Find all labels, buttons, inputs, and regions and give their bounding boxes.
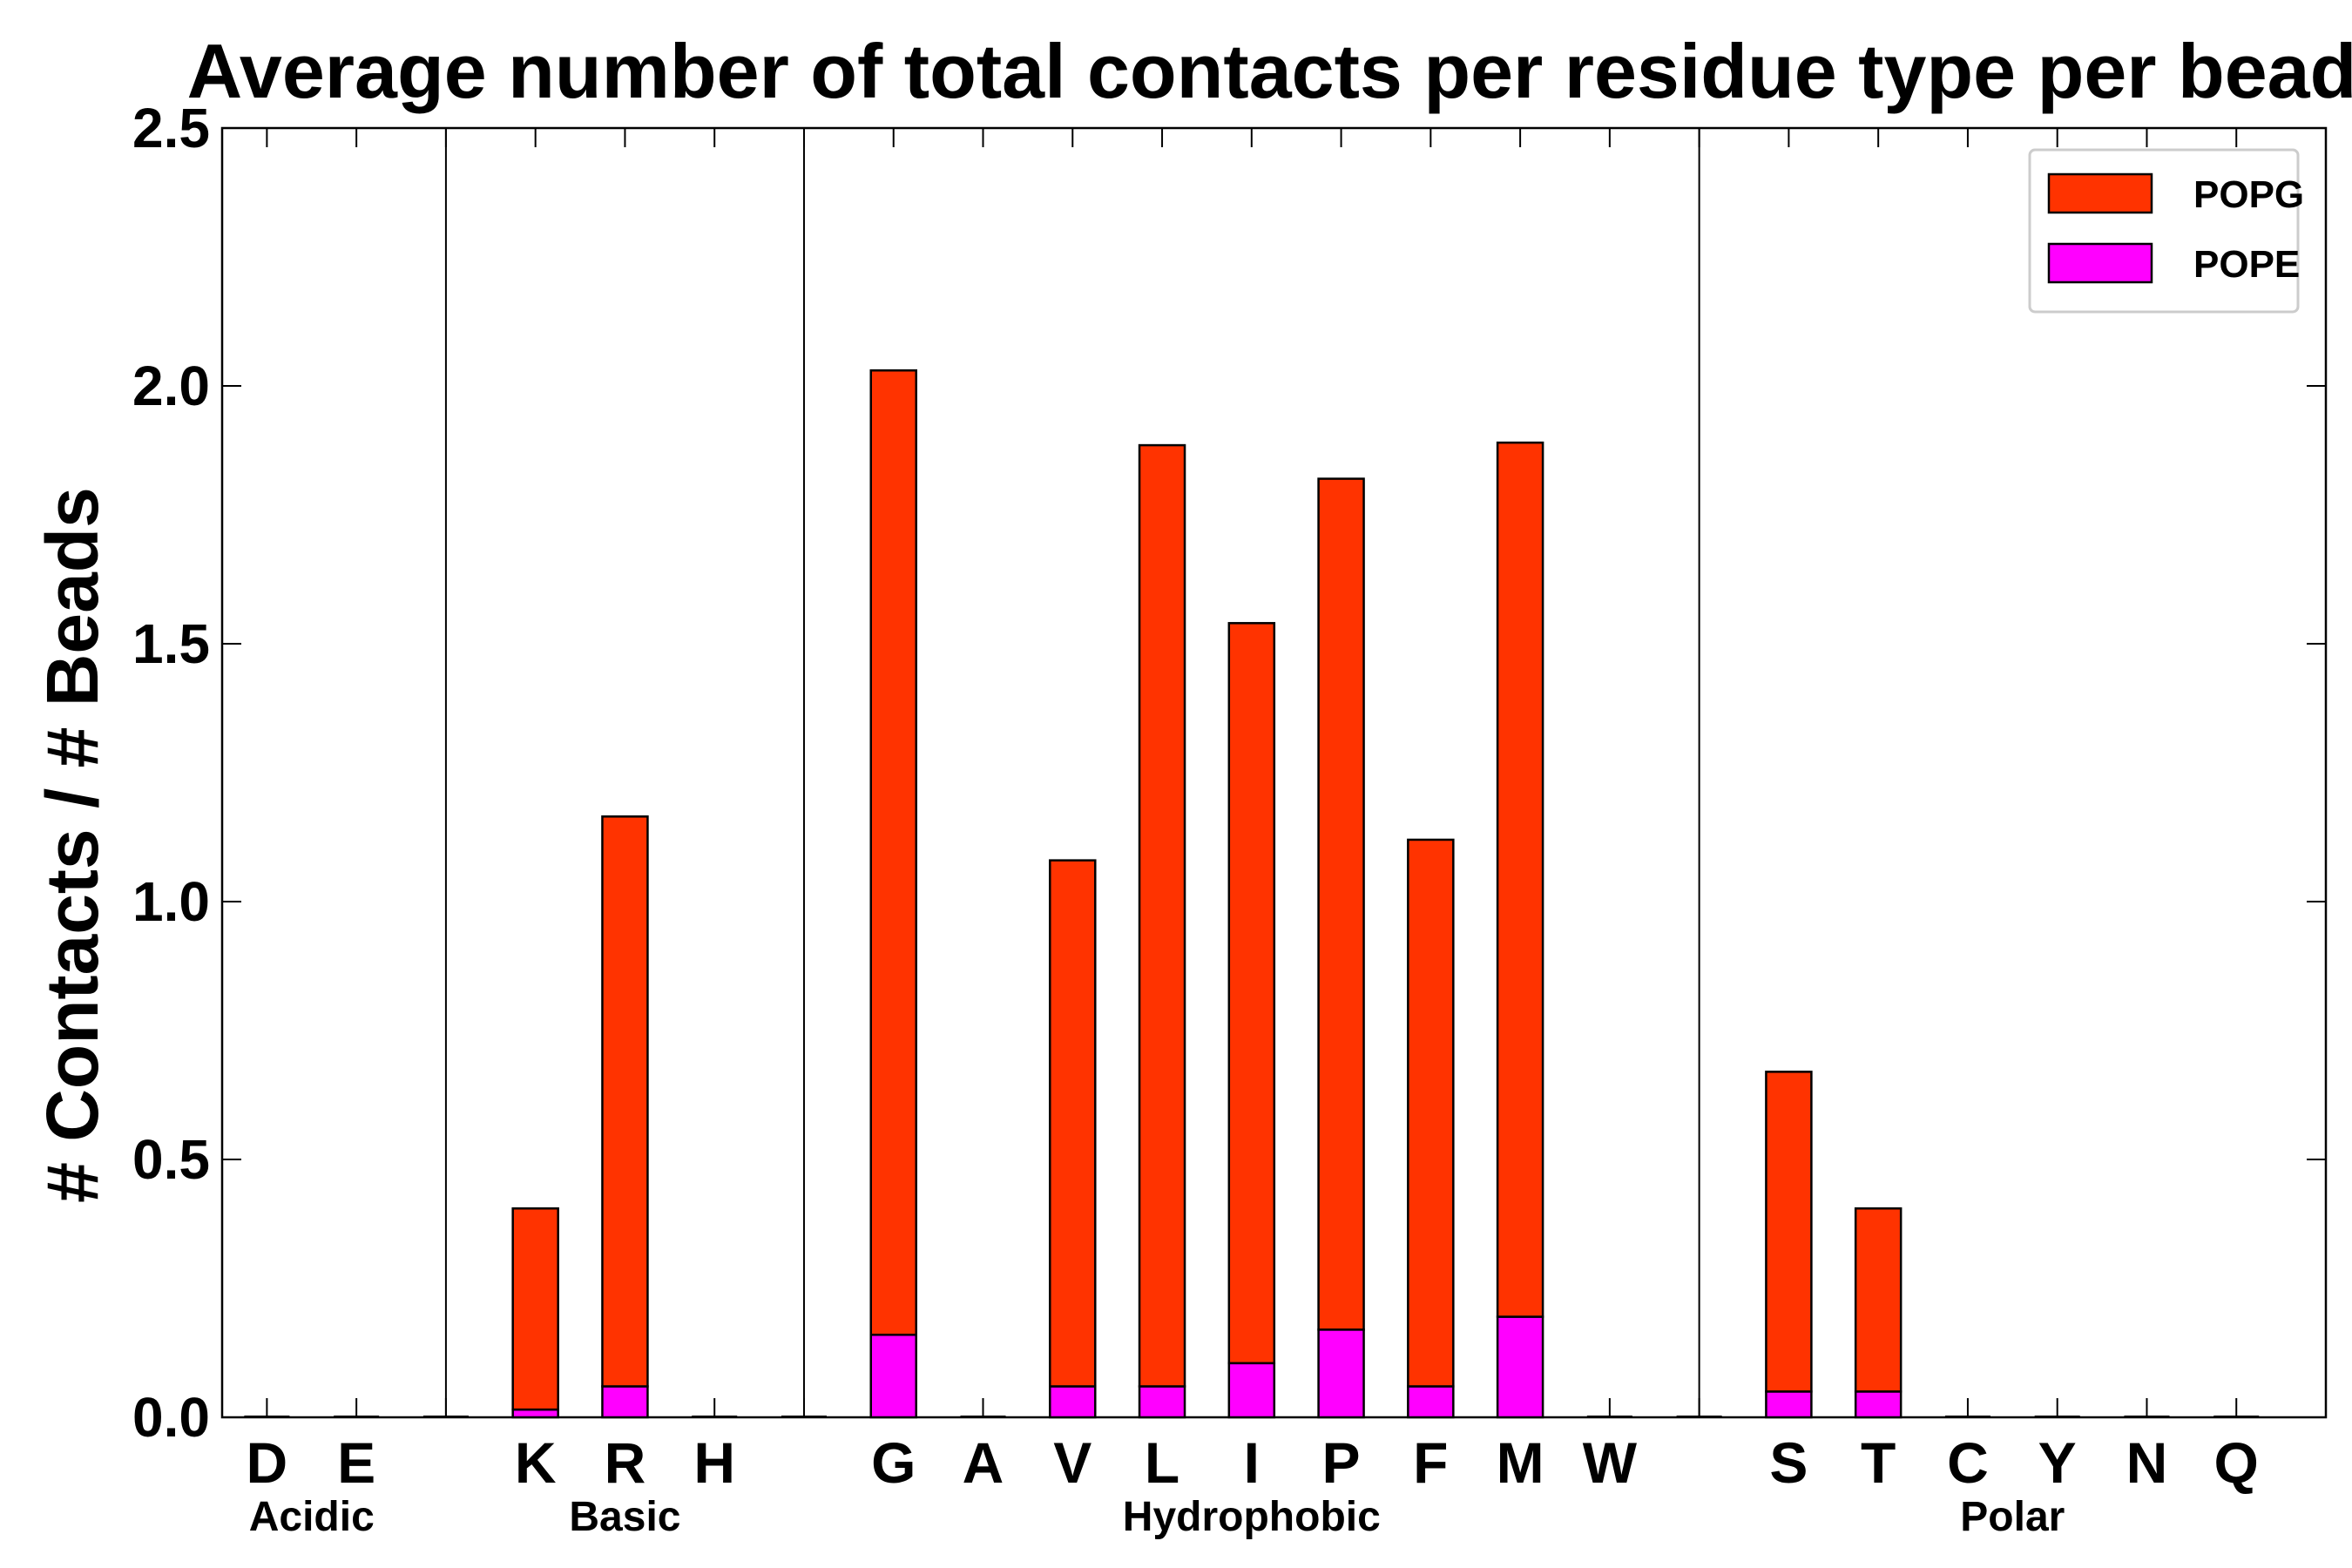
bar-I-popg [1227, 622, 1276, 1365]
bar-M-pope [1496, 1315, 1544, 1419]
legend-label-pope: POPE [2193, 243, 2300, 286]
legend-swatch-pope [2047, 242, 2153, 284]
x-tick-label-H: H [693, 1430, 735, 1495]
y-tick-label: 2.5 [132, 97, 210, 159]
legend-label-popg: POPG [2193, 173, 2304, 216]
x-tick-label-F: F [1413, 1430, 1448, 1495]
bar-G-popg [869, 368, 917, 1336]
x-tick-label-D: D [247, 1430, 288, 1495]
y-tick-label: 0.5 [132, 1128, 210, 1191]
bar-S-pope [1765, 1390, 1813, 1419]
bar-I-pope [1227, 1362, 1276, 1419]
x-tick-label-I: I [1244, 1430, 1260, 1495]
x-tick-label-T: T [1861, 1430, 1896, 1495]
group-label-hydrophobic: Hydrophobic [1123, 1494, 1381, 1540]
x-tick-label-R: R [605, 1430, 646, 1495]
bar-R-pope [601, 1385, 649, 1419]
bar-G-pope [869, 1334, 917, 1419]
legend: POPG POPE [2028, 148, 2304, 314]
x-tick-label-S: S [1769, 1430, 1808, 1495]
bar-L-pope [1138, 1385, 1186, 1419]
x-tick-label-M: M [1497, 1430, 1544, 1495]
bar-M-popg [1496, 441, 1544, 1318]
bar-T-popg [1854, 1206, 1903, 1393]
y-tick-label: 2.0 [132, 355, 210, 417]
x-tick-label-Y: Y [2038, 1430, 2077, 1495]
x-tick-label-V: V [1053, 1430, 1092, 1495]
x-tick-label-L: L [1145, 1430, 1179, 1495]
x-tick-label-Q: Q [2214, 1430, 2259, 1495]
bar-L-popg [1138, 443, 1186, 1388]
x-tick-label-A: A [963, 1430, 1004, 1495]
x-tick-label-P: P [1322, 1430, 1361, 1495]
bar-F-popg [1407, 838, 1455, 1388]
x-tick-label-E: E [337, 1430, 375, 1495]
plot-area: 0.0 0.5 1.0 1.5 2.0 2.5 D E K R H G A V L I P F M W S T C Y N Q Ac… [132, 97, 2328, 1540]
bar-K-popg [511, 1206, 559, 1411]
legend-swatch-popg [2047, 172, 2153, 214]
bar-S-popg [1765, 1071, 1813, 1393]
group-label-acidic: Acidic [249, 1494, 375, 1540]
bar-V-popg [1049, 859, 1097, 1388]
group-label-polar: Polar [1960, 1494, 2065, 1540]
group-label-basic: Basic [569, 1494, 680, 1540]
bar-K-pope [511, 1408, 559, 1419]
x-tick-label-K: K [515, 1430, 557, 1495]
x-tick-label-G: G [871, 1430, 916, 1495]
y-axis-label: # Contacts / # Beads [31, 487, 113, 1203]
y-tick-label: 1.0 [132, 870, 210, 933]
x-tick-label-W: W [1583, 1430, 1638, 1495]
y-tick-label: 0.0 [132, 1386, 210, 1449]
bar-F-pope [1407, 1385, 1455, 1419]
x-tick-label-C: C [1947, 1430, 1989, 1495]
x-tick-label-N: N [2126, 1430, 2168, 1495]
y-tick-label: 1.5 [132, 612, 210, 675]
bar-P-popg [1317, 477, 1365, 1331]
chart-title: Average number of total contacts per res… [187, 28, 2352, 114]
bar-V-pope [1049, 1385, 1097, 1419]
bar-R-popg [601, 815, 649, 1388]
bar-P-pope [1317, 1328, 1365, 1419]
bar-T-pope [1854, 1390, 1903, 1419]
